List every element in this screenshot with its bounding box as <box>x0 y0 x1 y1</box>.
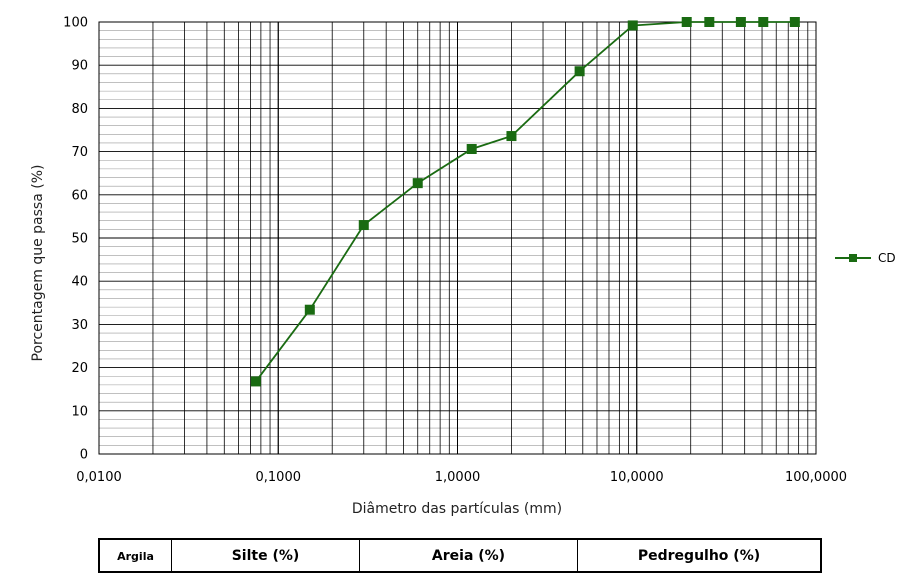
y-tick-label: 60 <box>71 188 88 203</box>
soil-classification-table: Argila Silte (%) Areia (%) Pedregulho (%… <box>98 538 822 573</box>
x-axis-tick-labels: 0,0100 0,1000 1,0000 10,0000 100,0000 <box>76 470 847 485</box>
y-tick-label: 100 <box>63 16 88 31</box>
data-point-cd <box>304 304 315 315</box>
legend-label-cd: CD <box>878 251 896 265</box>
data-point-cd <box>466 144 477 155</box>
x-tick-label: 0,0100 <box>76 470 122 485</box>
data-point-cd <box>735 17 746 27</box>
y-tick-label: 30 <box>71 318 88 333</box>
data-point-cd <box>250 376 261 387</box>
silte-cell: Silte (%) <box>171 540 359 571</box>
y-tick-label: 20 <box>71 361 88 376</box>
data-point-cd <box>704 17 715 27</box>
x-tick-label: 1,0000 <box>435 470 481 485</box>
x-axis-title: Diâmetro das partículas (mm) <box>352 501 562 517</box>
y-tick-label: 50 <box>71 232 88 247</box>
y-axis-tick-labels: 0 10 20 30 40 50 60 70 80 90 100 <box>63 16 88 463</box>
x-tick-label: 100,0000 <box>785 470 847 485</box>
data-point-cd <box>412 178 423 189</box>
y-tick-label: 0 <box>80 448 88 463</box>
data-point-cd <box>789 17 800 27</box>
legend-marker <box>849 254 857 262</box>
data-point-cd <box>627 20 638 31</box>
x-tick-label: 10,0000 <box>610 470 664 485</box>
y-tick-label: 40 <box>71 275 88 290</box>
data-point-cd <box>506 131 517 142</box>
grain-size-chart: 0 10 20 30 40 50 60 70 80 90 100 0,0100 0,1000 1,000… <box>30 16 896 518</box>
data-point-cd <box>358 220 369 231</box>
data-point-cd <box>681 17 692 27</box>
y-tick-label: 90 <box>71 59 88 74</box>
x-tick-label: 0,1000 <box>256 470 302 485</box>
argila-cell: Argila <box>117 550 154 563</box>
y-tick-label: 70 <box>71 145 88 160</box>
pedregulho-cell: Pedregulho (%) <box>577 540 820 571</box>
y-tick-label: 80 <box>71 102 88 117</box>
data-point-cd <box>574 66 585 77</box>
series-line-cd <box>255 21 795 382</box>
series-layer <box>250 17 800 387</box>
plot-area-border <box>98 21 817 455</box>
legend: CD <box>835 251 896 265</box>
y-axis-title: Porcentagem que passa (%) <box>30 165 46 362</box>
y-tick-label: 10 <box>71 404 88 419</box>
areia-cell: Areia (%) <box>359 540 577 571</box>
data-point-cd <box>758 17 769 27</box>
